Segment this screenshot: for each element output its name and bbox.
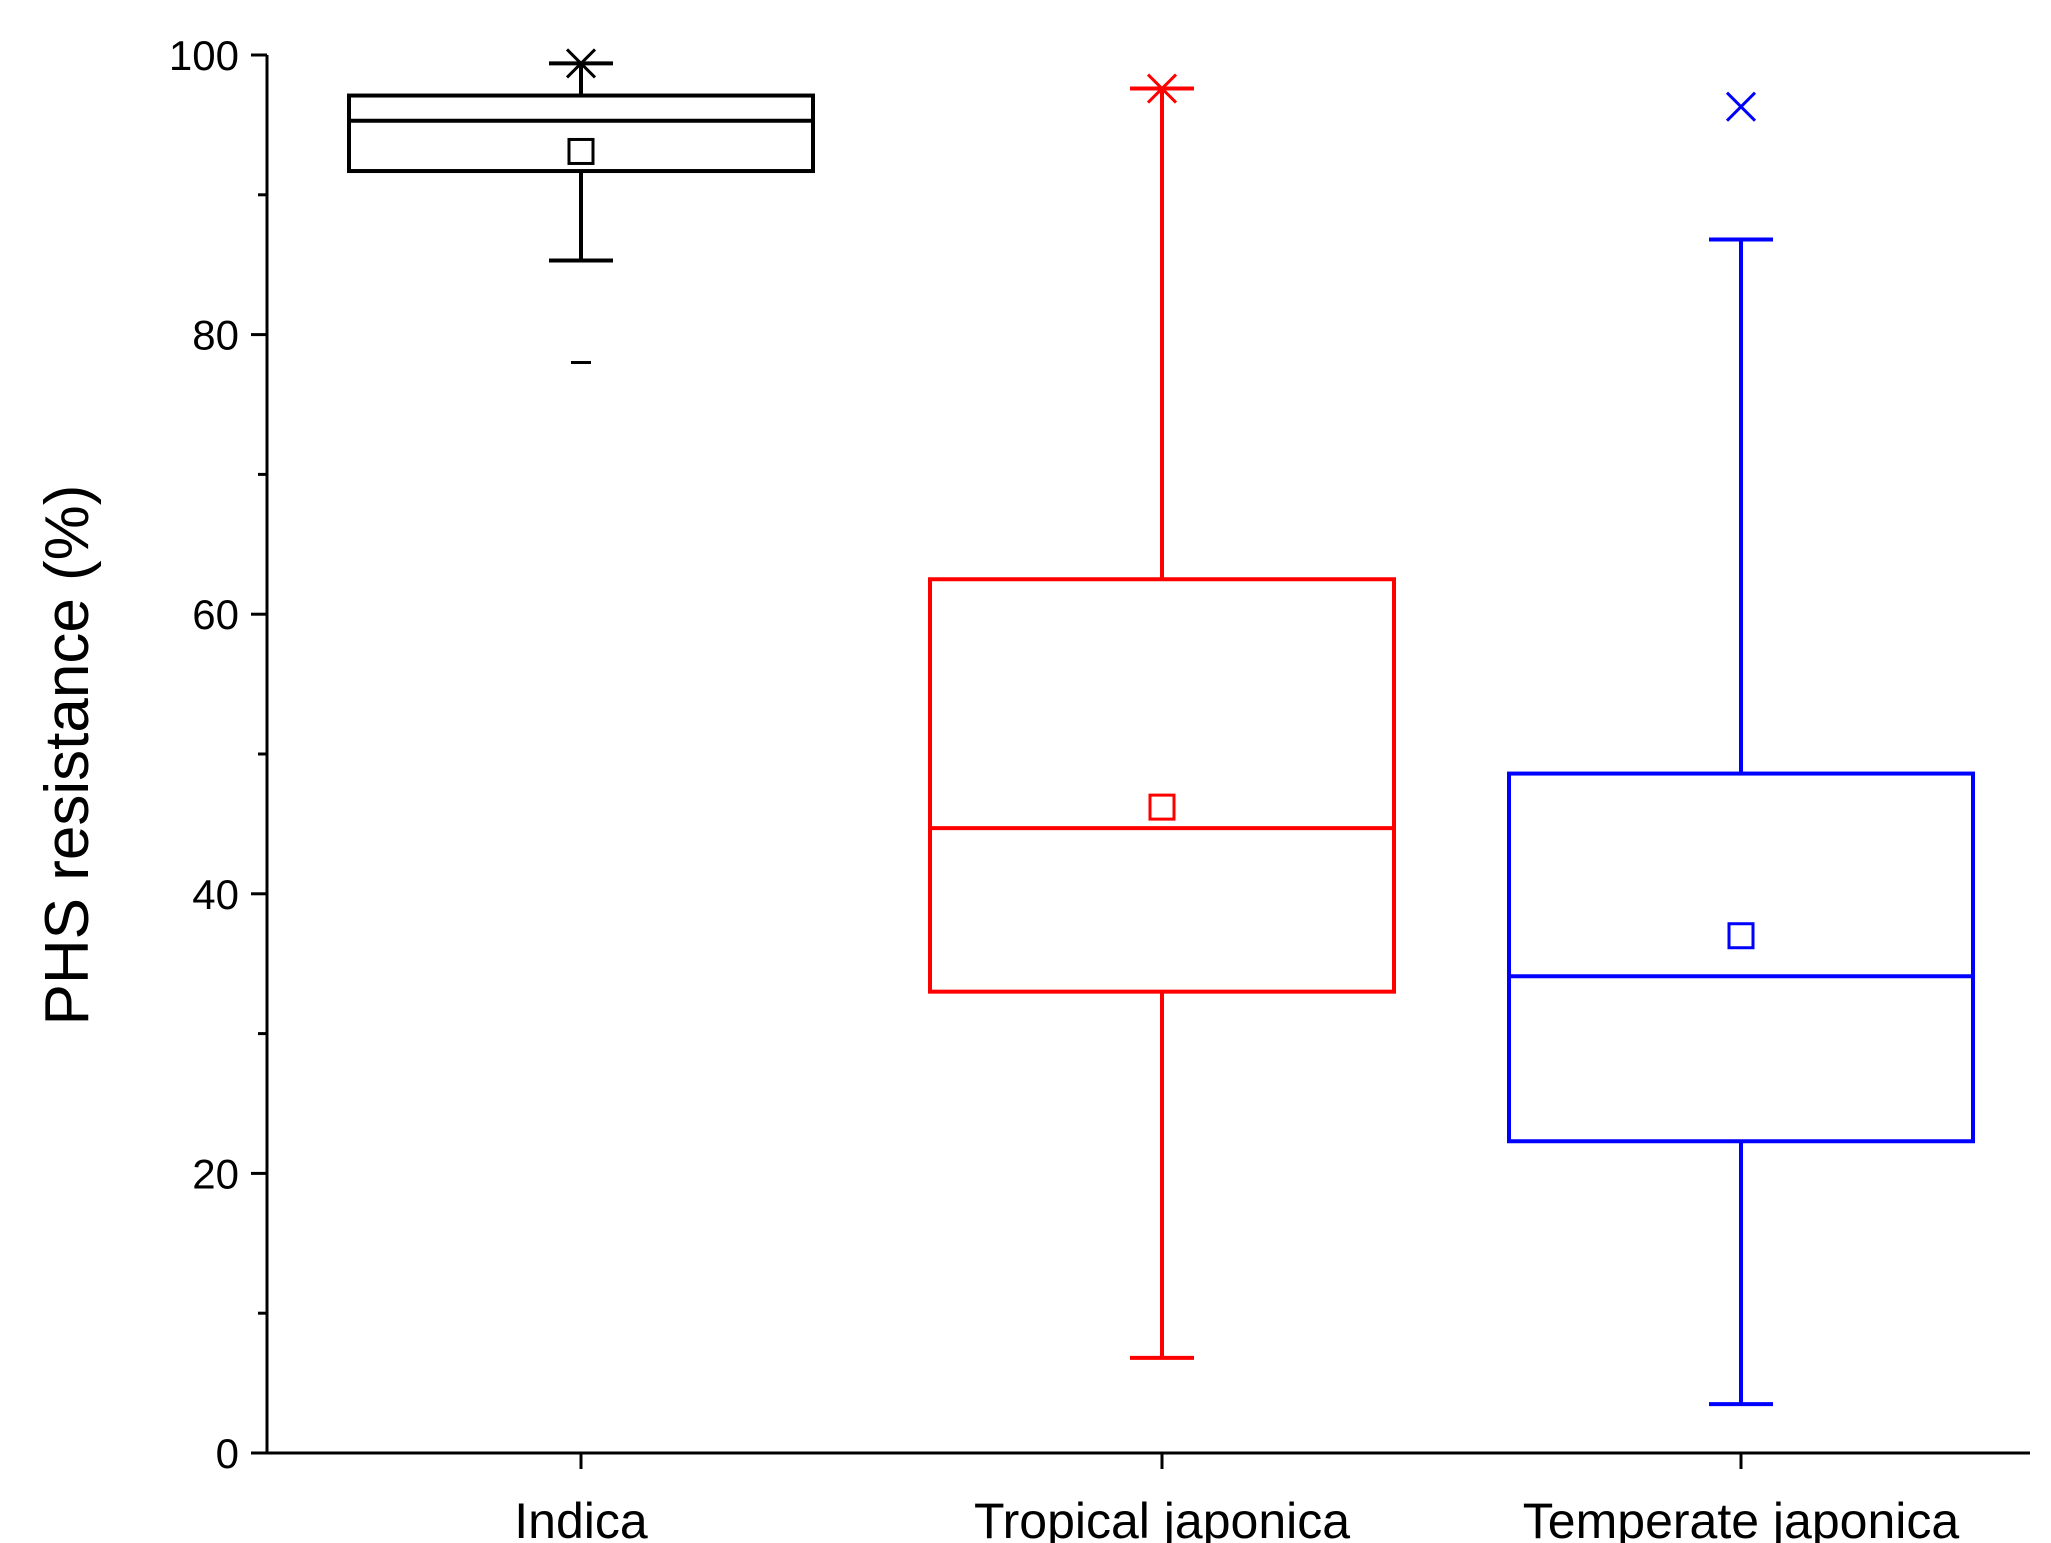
box-iqr <box>928 577 1396 994</box>
box-group <box>928 73 1396 1360</box>
box-group <box>1507 91 1975 1407</box>
max-marker <box>1146 73 1178 104</box>
x-axis: Indica Tropical japonica Temperate japonic… <box>267 1451 2030 1543</box>
x-category-label: Tropical japonica <box>974 1493 1350 1543</box>
y-tick-label: 60 <box>192 591 239 638</box>
max-marker <box>1725 91 1757 122</box>
box-iqr <box>1507 771 1975 1144</box>
box-group <box>347 48 815 365</box>
mean-marker <box>567 137 595 165</box>
y-axis-label: PHS resistance (%) <box>33 485 102 1026</box>
y-tick-label: 20 <box>192 1150 239 1197</box>
box-series <box>347 48 1975 1407</box>
y-tick-label: 100 <box>169 32 239 79</box>
y-axis: 0 20 40 60 80 100 <box>169 32 269 1477</box>
mean-marker <box>1727 922 1755 950</box>
max-marker <box>565 48 597 79</box>
mean-marker <box>1148 793 1176 821</box>
y-tick-label: 80 <box>192 312 239 359</box>
y-tick-label: 0 <box>216 1430 239 1477</box>
y-tick-label: 40 <box>192 871 239 918</box>
x-category-label: Indica <box>514 1493 648 1543</box>
x-category-label: Temperate japonica <box>1523 1493 1960 1543</box>
box-iqr <box>347 93 815 174</box>
